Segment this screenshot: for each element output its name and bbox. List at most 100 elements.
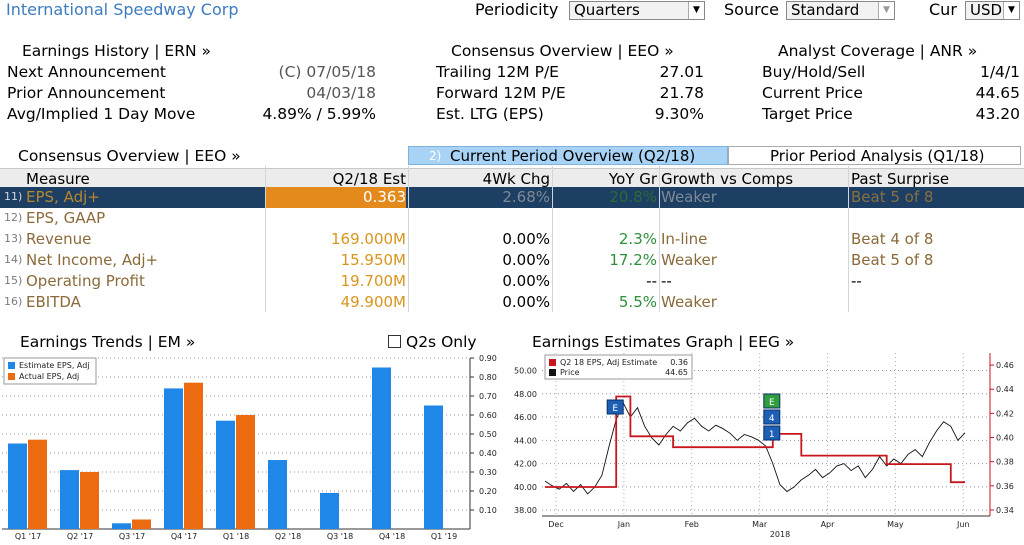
periodicity-value: Quarters [574,1,640,19]
left-y-tick-label: 44.00 [514,436,537,445]
line-legend [544,354,693,380]
y-tick-label: 0.70 [479,392,497,401]
legend-swatch [549,359,556,366]
consensus-table-title[interactable]: Consensus Overview | EEO » [18,147,241,165]
row-comps: Weaker [661,293,717,311]
buy-hold-sell-value: 1/4/1 [979,63,1020,81]
y-tick-label: 0.10 [479,506,497,515]
current-price-value: 44.65 [975,84,1020,102]
trailing-pe-label: Trailing 12M P/E [436,63,559,81]
row-yoy: 17.2% [609,251,657,269]
row-surprise: Beat 4 of 8 [851,230,934,248]
column-divider [848,166,849,312]
row-number: 11) [4,190,23,203]
earnings-graph-title[interactable]: Earnings Estimates Graph | EEG » [532,333,795,351]
table-row[interactable]: 14) Net Income, Adj+ 15.950M 0.00% 17.2%… [0,250,1024,271]
bar-actual [236,415,255,529]
periodicity-select[interactable]: Quarters ▼ [569,1,705,20]
header-estimate[interactable]: Q2/18 Est [332,170,406,188]
right-y-tick-label: 0.46 [996,361,1014,370]
bar-estimate [320,492,339,529]
buy-hold-sell-label: Buy/Hold/Sell [762,63,866,81]
bar-actual [80,472,99,529]
row-surprise: Beat 5 of 8 [851,251,934,269]
event-marker-label: 1 [769,430,775,440]
ltg-value: 9.30% [654,105,704,123]
row-number: 14) [4,253,23,266]
avg-move-value: 4.89% / 5.99% [262,105,376,123]
legend-value: 44.65 [665,368,688,377]
event-marker [763,409,781,425]
header-growth-comps[interactable]: Growth vs Comps [661,170,794,188]
legend-value: 0.36 [670,358,688,367]
row-4wk-chg: 0.00% [502,293,550,311]
dropdown-arrow-icon[interactable]: ▼ [688,2,704,19]
row-estimate: 15.950M [340,251,406,269]
table-row[interactable]: 12) EPS, GAAP [0,208,1024,229]
row-measure[interactable]: EBITDA [26,293,81,311]
x-tick-label: Q2 '17 [67,532,93,541]
row-comps: In-line [661,230,708,248]
tab-prior-period[interactable]: Prior Period Analysis (Q1/18) [728,146,1021,165]
row-number: 15) [4,274,23,287]
table-row[interactable]: 11) EPS, Adj+ 0.363 2.68% 20.8% Weaker B… [0,187,1024,208]
row-4wk-chg: 0.00% [502,230,550,248]
x-tick-label: Jan [617,520,630,529]
row-measure[interactable]: EPS, Adj+ [26,188,100,206]
x-tick-label: Feb [685,520,699,529]
consensus-overview-title[interactable]: Consensus Overview | EEO » [451,42,674,60]
left-y-tick-label: 42.00 [514,460,537,469]
bar-actual [184,382,203,529]
x-tick-label: Q1 '17 [15,532,41,541]
company-name[interactable]: International Speedway Corp [6,0,239,19]
row-measure[interactable]: EPS, GAAP [26,209,106,227]
x-tick-label: Q1 '19 [431,532,457,541]
legend-swatch [8,373,15,380]
source-value: Standard [791,1,860,19]
legend-swatch [8,362,15,369]
x-tick-label: Q4 '17 [171,532,197,541]
y-tick-label: 0.30 [479,468,497,477]
table-row[interactable]: 13) Revenue 169.000M 0.00% 2.3% In-line … [0,229,1024,250]
table-row[interactable]: 15) Operating Profit 19.700M 0.00% -- --… [0,271,1024,292]
right-y-tick-label: 0.44 [996,385,1014,394]
tab-current-period[interactable]: 2) Current Period Overview (Q2/18) [408,146,728,165]
event-marker [763,393,781,409]
q2s-only-checkbox[interactable] [388,335,401,348]
bar-chart-layer: 0.10 0.20 0.30 0.40 0.50 0.60 0.70 0.80 0.90 Q1 '… [2,354,497,541]
earnings-history-title[interactable]: Earnings History | ERN » [22,42,211,60]
event-marker [606,399,624,415]
header-4wk-chg[interactable]: 4Wk Chg [482,170,550,188]
analyst-coverage-title[interactable]: Analyst Coverage | ANR » [778,42,978,60]
row-yoy: 2.3% [618,230,657,248]
bar-actual [132,519,151,529]
header-yoy-gr[interactable]: YoY Gr [608,170,657,188]
row-number: 12) [4,211,23,224]
earnings-trends-title[interactable]: Earnings Trends | EM » [20,333,196,351]
row-measure[interactable]: Revenue [26,230,92,248]
x-tick-label: Q4 '18 [379,532,405,541]
dropdown-arrow-icon[interactable]: ▼ [1003,2,1019,19]
tab-current-number: 2) [429,149,442,163]
x-year-label: 2018 [770,530,790,539]
source-select[interactable]: Standard ▼ [786,1,895,20]
bar-estimate [216,420,235,529]
dropdown-arrow-icon[interactable]: ▼ [878,2,894,19]
row-measure[interactable]: Operating Profit [26,272,145,290]
row-measure[interactable]: Net Income, Adj+ [26,251,159,269]
currency-select[interactable]: USD ▼ [965,1,1020,20]
right-y-tick-label: 0.38 [996,458,1014,467]
right-y-tick-label: 0.42 [996,409,1014,418]
periodicity-label: Periodicity [475,0,559,19]
header-measure[interactable]: Measure [26,170,90,188]
bar-estimate [8,443,27,529]
bar-actual [28,439,47,529]
table-row[interactable]: 16) EBITDA 49.900M 0.00% 5.5% Weaker [0,292,1024,313]
header-past-surprise[interactable]: Past Surprise [851,170,950,188]
left-y-tick-label: 46.00 [514,413,537,422]
bar-estimate [112,523,131,529]
row-comps: Weaker [661,188,717,206]
ltg-label: Est. LTG (EPS) [436,105,544,123]
event-marker-label: E [612,404,618,414]
legend-label: Estimate EPS, Adj [19,361,90,370]
